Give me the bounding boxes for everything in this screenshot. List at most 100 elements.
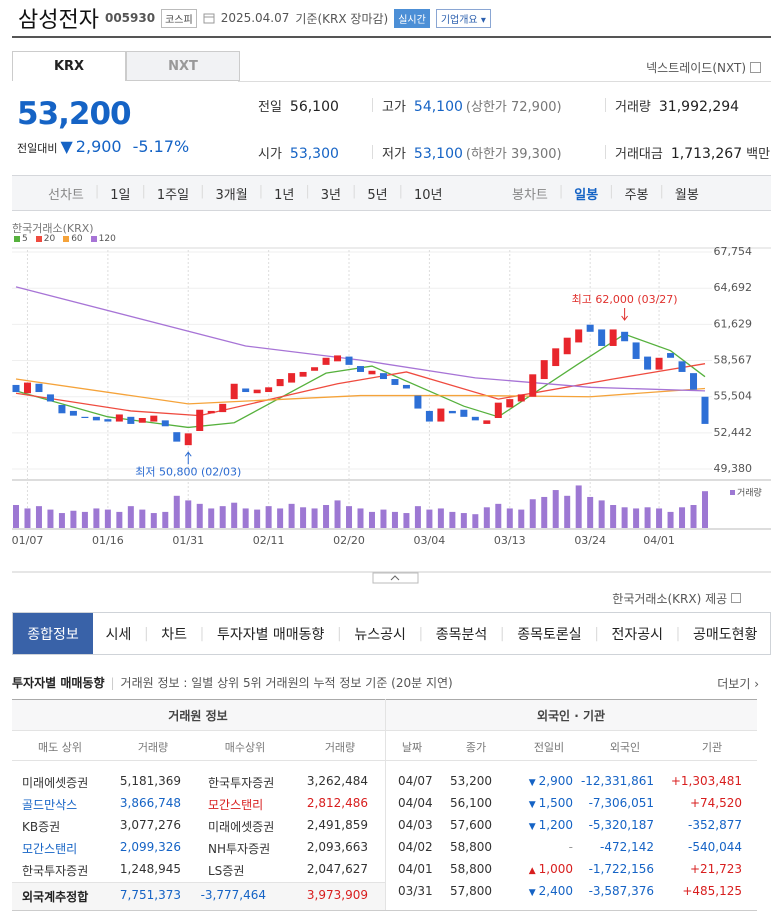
annotation-arrow: [621, 307, 629, 321]
table-bottom: [12, 910, 757, 911]
stat-separator: [372, 98, 373, 112]
volume-bar: [541, 496, 548, 528]
volume-bar: [414, 506, 421, 528]
period-item[interactable]: 10년: [413, 188, 443, 203]
candle-body: [379, 373, 387, 380]
market-tab[interactable]: KRX: [12, 51, 126, 81]
stat-value: 1,713,267: [670, 146, 743, 162]
stat-extra: (상한가 72,900): [465, 100, 562, 115]
nav-tab[interactable]: 종목분석: [435, 626, 488, 643]
more-label: 더보기: [717, 677, 751, 691]
period-item[interactable]: 1년: [274, 188, 295, 203]
volume-bar: [24, 508, 31, 528]
market-tab[interactable]: NXT: [126, 51, 240, 81]
candle-body: [58, 405, 66, 414]
total-value: 7,751,373: [119, 888, 181, 902]
candle-body: [414, 395, 422, 409]
nav-tab[interactable]: 시세: [105, 626, 132, 643]
collapse-icon: [390, 575, 400, 581]
nav-tab[interactable]: 종목토론실: [517, 626, 582, 643]
column-header: 외국인: [609, 741, 641, 754]
nav-tab[interactable]: 차트: [161, 626, 188, 643]
nxt-link-label: 넥스트레이드(NXT): [646, 61, 746, 75]
data-source: 한국거래소(KRX) 제공: [612, 590, 741, 607]
nav-tab[interactable]: 종합정보: [13, 613, 93, 654]
candle-body: [265, 387, 273, 393]
nav-tab[interactable]: 뉴스공시: [354, 626, 406, 643]
volume-bar: [70, 510, 77, 528]
legend-item: 120: [90, 234, 116, 244]
nav-tab[interactable]: 투자자별 매매동향: [216, 626, 325, 643]
volume-bar: [391, 511, 398, 528]
period-item[interactable]: 1일: [110, 188, 131, 203]
change-value: 1,200: [538, 818, 573, 832]
candle-body: [207, 410, 215, 414]
company-button[interactable]: 기업개요 ▾: [435, 8, 491, 28]
institution: +1,303,481: [670, 774, 742, 788]
candle-body: [230, 383, 238, 400]
candle-body: [161, 420, 169, 427]
broker-name: 모간스탠리: [208, 798, 264, 812]
nav-separator: |: [418, 625, 424, 642]
period-item[interactable]: 1주일: [156, 188, 190, 203]
broker-name: 골드만삭스: [22, 798, 78, 812]
nav-tab[interactable]: 전자공시: [611, 626, 664, 643]
candle-body: [517, 394, 525, 402]
period-item[interactable]: 3년: [320, 188, 341, 203]
candle-body: [127, 416, 135, 424]
legend-label: 5: [22, 234, 28, 244]
nav-separator: |: [675, 625, 681, 642]
candle-body: [690, 373, 698, 390]
candle-body: [471, 416, 479, 421]
volume-bar: [357, 508, 364, 528]
period-item[interactable]: 월봉: [674, 188, 699, 203]
change: ▼ 2,900: [529, 774, 573, 788]
change-label: 전일대비: [17, 142, 58, 155]
institution: -352,877: [688, 818, 742, 832]
candle-body: [173, 432, 181, 442]
period-item[interactable]: 주봉: [624, 188, 649, 203]
realtime-badge[interactable]: 실시간: [394, 8, 430, 28]
date: 04/03: [398, 818, 433, 832]
broker-volume: 1,248,945: [119, 862, 181, 876]
broker-name: 한국투자증권: [22, 864, 89, 878]
legend-item: 20: [35, 234, 56, 244]
ma-line: [15, 333, 706, 429]
volume-bar: [254, 509, 261, 528]
volume-bar: [13, 505, 19, 528]
date: 2025.04.07: [220, 11, 290, 25]
close: 53,200: [450, 774, 492, 788]
period-item[interactable]: 3개월: [215, 188, 248, 203]
period-separator: |: [351, 184, 357, 199]
stat-separator: [372, 145, 373, 159]
more-link[interactable]: 더보기 ›: [717, 677, 759, 691]
x-tick-label: 03/13: [494, 534, 526, 547]
candle-body: [701, 396, 709, 424]
period-item[interactable]: 5년: [367, 188, 388, 203]
stat: 고가 54,100 (상한가 72,900): [382, 96, 562, 115]
volume-bar: [242, 508, 249, 528]
x-tick-label: 03/24: [574, 534, 606, 547]
volume-bar: [47, 509, 54, 528]
candle-body: [655, 357, 663, 370]
collapse-button[interactable]: [372, 572, 419, 584]
candle-body: [12, 384, 20, 393]
candle-body: [494, 402, 502, 419]
total-row-bg: [12, 882, 385, 911]
nav-tab[interactable]: 공매도현황: [692, 626, 758, 643]
legend-label: 20: [43, 234, 56, 244]
nxt-link[interactable]: 넥스트레이드(NXT): [646, 59, 761, 76]
period-separator: |: [558, 184, 564, 199]
candle-body: [586, 324, 594, 332]
company-label: 기업개요: [440, 14, 478, 26]
volume-bar: [633, 508, 640, 528]
volume-bar: [610, 505, 617, 528]
volume-swatch: [730, 490, 735, 495]
period-item[interactable]: 일봉: [574, 188, 599, 203]
volume-bar: [185, 500, 192, 528]
nxt-toggle[interactable]: [750, 62, 761, 73]
stat-label: 거래대금: [615, 147, 663, 162]
broker-volume: 3,262,484: [306, 774, 368, 788]
market-badge: 코스피: [161, 8, 197, 28]
volume-bar: [587, 496, 594, 528]
